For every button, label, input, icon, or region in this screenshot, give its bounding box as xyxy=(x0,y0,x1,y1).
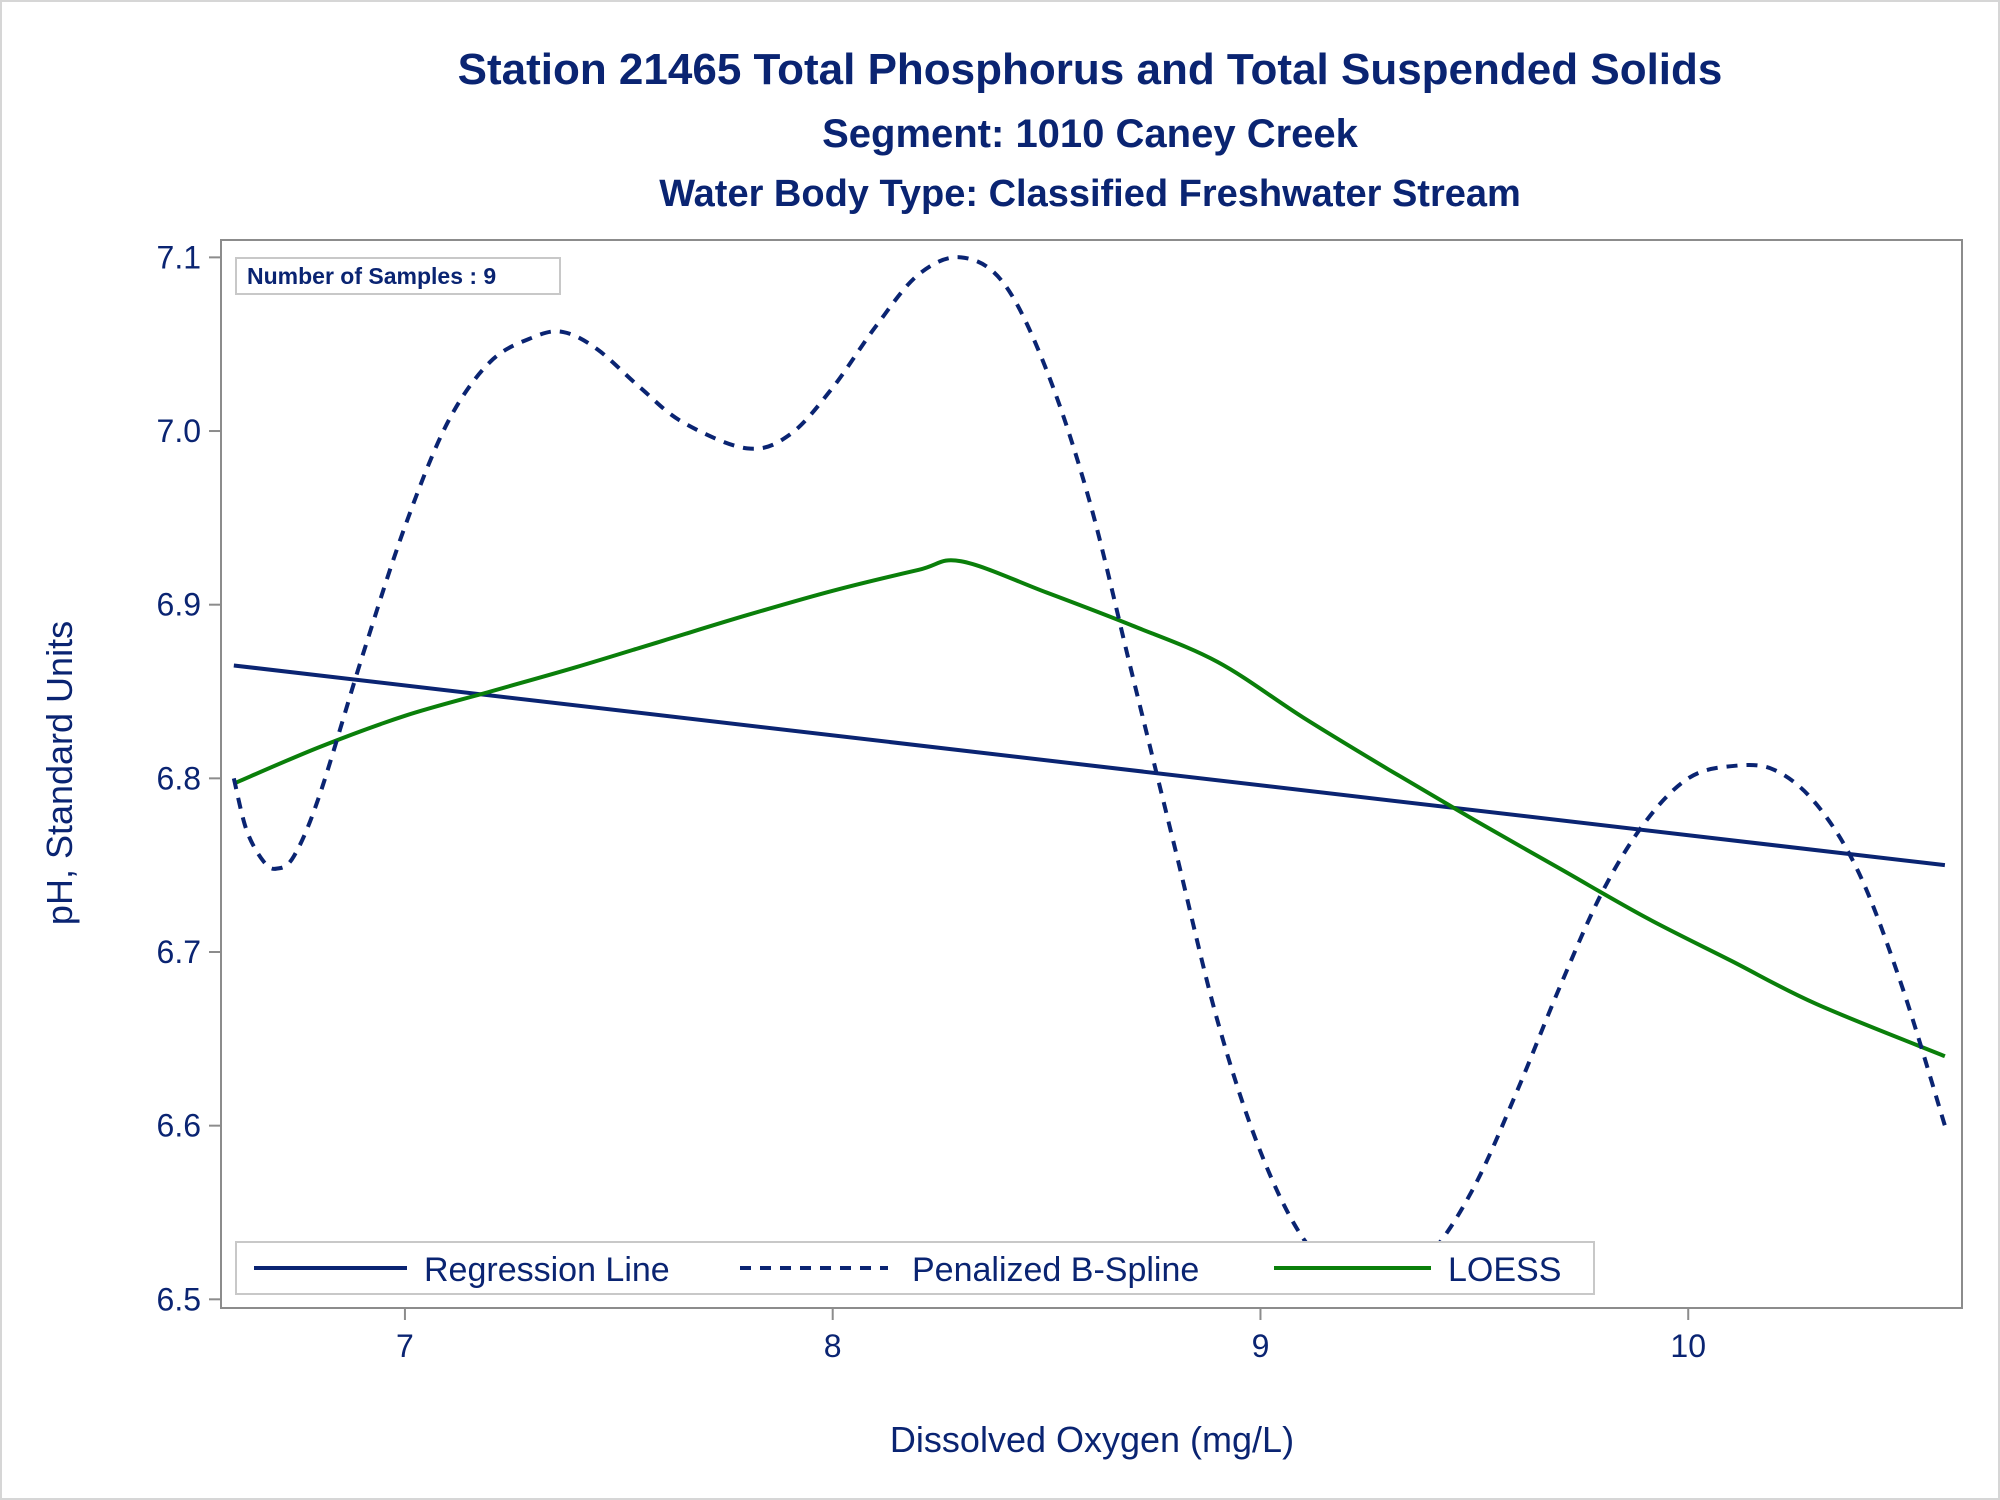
y-tick-label: 6.8 xyxy=(157,760,201,796)
x-tick-label: 8 xyxy=(824,1328,842,1364)
y-tick-label: 6.9 xyxy=(157,587,201,623)
regression-line-series xyxy=(233,663,1946,868)
x-axis: 7 8 9 10 xyxy=(396,1308,1706,1364)
legend-box xyxy=(235,1241,1595,1295)
legend-label: Regression Line xyxy=(424,1251,670,1289)
loess-series xyxy=(233,558,1946,1059)
x-tick-label: 9 xyxy=(1252,1328,1270,1364)
legend-item-regression-line: Regression Line xyxy=(254,1251,670,1289)
x-axis-label: Dissolved Oxygen (mg/L) xyxy=(890,1419,1294,1460)
annotation-box xyxy=(235,257,561,295)
y-axis-label: pH, Standard Units xyxy=(39,621,80,925)
penalized-b-spline-series xyxy=(231,255,1947,1287)
legend-label: LOESS xyxy=(1448,1251,1561,1289)
chart-subtitle-2: Water Body Type: Classified Freshwater S… xyxy=(659,173,1521,215)
x-tick-label: 10 xyxy=(1670,1328,1706,1364)
sample-count-annotation: Number of Samples : 9 xyxy=(235,257,561,295)
y-tick-label: 6.5 xyxy=(157,1281,201,1317)
chart-subtitle: Segment: 1010 Caney Creek xyxy=(822,112,1359,156)
y-tick-label: 6.6 xyxy=(157,1108,201,1144)
series-layer xyxy=(231,255,1947,1287)
sample-count-text: Number of Samples : 9 xyxy=(247,263,496,289)
y-tick-label: 6.7 xyxy=(157,934,201,970)
plot-area xyxy=(220,239,1963,1309)
legend: Regression Line Penalized B-Spline LOESS xyxy=(235,1241,1595,1295)
legend-item-penalized-b-spline: Penalized B-Spline xyxy=(740,1251,1199,1289)
y-tick-label: 7.0 xyxy=(157,413,201,449)
y-axis: 6.5 6.6 6.7 6.8 6.9 7.0 7.1 xyxy=(157,239,221,1317)
x-tick-label: 7 xyxy=(396,1328,414,1364)
y-tick-label: 7.1 xyxy=(157,239,201,275)
legend-label: Penalized B-Spline xyxy=(912,1251,1199,1289)
chart-title: Station 21465 Total Phosphorus and Total… xyxy=(458,45,1723,94)
legend-item-loess: LOESS xyxy=(1274,1251,1561,1289)
